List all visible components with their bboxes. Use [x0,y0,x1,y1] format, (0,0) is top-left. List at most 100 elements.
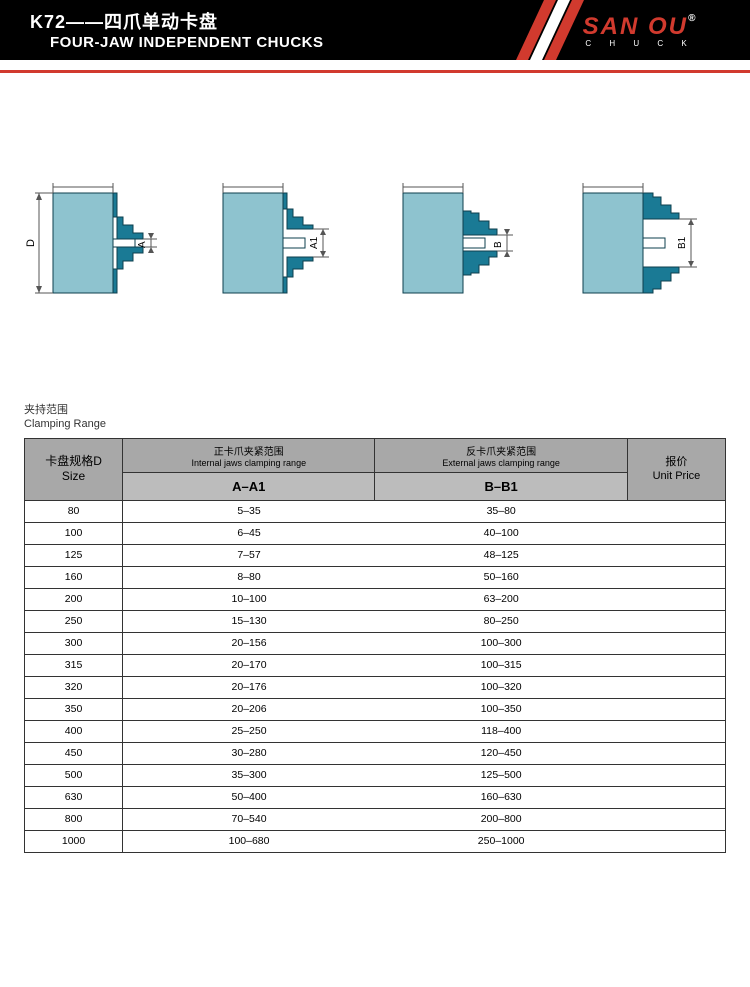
cell-size: 100 [25,522,123,544]
section-cn: 夹持范围 [24,403,750,417]
cell-a: 30–280 [123,742,375,764]
cell-size: 1000 [25,830,123,852]
cell-a: 15–130 [123,610,375,632]
cell-price [627,610,725,632]
dim-d: D [25,239,37,247]
table-row: 30020–156100–300 [25,632,726,654]
size-en: Size [62,469,85,483]
cell-a: 20–156 [123,632,375,654]
cell-b: 160–630 [375,786,627,808]
cell-price [627,742,725,764]
brand-block: SAN OU® C H U C K [530,0,750,60]
cell-a: 7–57 [123,544,375,566]
cell-b: 63–200 [375,588,627,610]
cell-b: 100–350 [375,698,627,720]
cell-price [627,566,725,588]
table-row: 40025–250118–400 [25,720,726,742]
cell-size: 300 [25,632,123,654]
cell-b: 200–800 [375,808,627,830]
th-internal: 正卡爪夹紧范围 Internal jaws clamping range [123,438,375,472]
table-row: 1608–8050–160 [25,566,726,588]
cell-b: 100–315 [375,654,627,676]
cell-size: 125 [25,544,123,566]
price-cn: 报价 [665,456,687,468]
external-cn: 反卡爪夹紧范围 [381,443,620,458]
cell-size: 450 [25,742,123,764]
cell-b: 118–400 [375,720,627,742]
cell-a: 6–45 [123,522,375,544]
diagram-row: D A A1 [0,73,750,373]
cell-size: 200 [25,588,123,610]
cell-a: 20–206 [123,698,375,720]
cell-price [627,654,725,676]
cell-a: 10–100 [123,588,375,610]
cell-a: 20–170 [123,654,375,676]
table-row: 805–3535–80 [25,500,726,522]
dim-b1: B1 [677,236,688,249]
table-row: 25015–13080–250 [25,610,726,632]
section-en: Clamping Range [24,417,750,431]
cell-size: 160 [25,566,123,588]
title-en: FOUR-JAW INDEPENDENT CHUCKS [50,34,324,51]
table-row: 1257–5748–125 [25,544,726,566]
cell-b: 48–125 [375,544,627,566]
cell-b: 80–250 [375,610,627,632]
section-label: 夹持范围 Clamping Range [24,403,750,432]
price-en: Unit Price [653,470,701,482]
th-external: 反卡爪夹紧范围 External jaws clamping range [375,438,627,472]
th-size: 卡盘规格D Size [25,438,123,500]
header-title-block: K72——四爪单动卡盘 FOUR-JAW INDEPENDENT CHUCKS [30,8,324,51]
cell-size: 800 [25,808,123,830]
brand-name: SAN OU® [583,13,698,41]
table-row: 32020–176100–320 [25,676,726,698]
cell-b: 125–500 [375,764,627,786]
diagram-a1: A1 [205,173,365,313]
cell-b: 100–320 [375,676,627,698]
table-row: 1006–4540–100 [25,522,726,544]
table-row: 31520–170100–315 [25,654,726,676]
dim-a1: A1 [309,236,320,249]
cell-b: 250–1000 [375,830,627,852]
cell-b: 50–160 [375,566,627,588]
cell-b: 35–80 [375,500,627,522]
internal-en: Internal jaws clamping range [129,458,368,468]
table-row: 63050–400160–630 [25,786,726,808]
cell-price [627,786,725,808]
brand-text: SAN OU [583,13,688,40]
cell-a: 50–400 [123,786,375,808]
cell-price [627,720,725,742]
cell-price [627,500,725,522]
table-row: 80070–540200–800 [25,808,726,830]
table-row: 50035–300125–500 [25,764,726,786]
brand-subtext: C H U C K [585,39,694,48]
page-header: K72——四爪单动卡盘 FOUR-JAW INDEPENDENT CHUCKS … [0,0,750,60]
cell-a: 8–80 [123,566,375,588]
table-body: 805–3535–801006–4540–1001257–5748–125160… [25,500,726,852]
cell-size: 320 [25,676,123,698]
cell-b: 40–100 [375,522,627,544]
cell-size: 400 [25,720,123,742]
cell-price [627,632,725,654]
cell-size: 350 [25,698,123,720]
dim-b: B [493,241,504,248]
cell-b: 120–450 [375,742,627,764]
clamping-table: 卡盘规格D Size 正卡爪夹紧范围 Internal jaws clampin… [24,438,726,853]
cell-price [627,588,725,610]
cell-price [627,698,725,720]
dim-a: A [137,241,148,248]
cell-a: 35–300 [123,764,375,786]
cell-a: 25–250 [123,720,375,742]
diagram-b1: B1 [565,173,725,313]
cell-size: 500 [25,764,123,786]
th-col-a: A–A1 [123,472,375,500]
diagram-b: B [385,173,545,313]
cell-price [627,830,725,852]
table-row: 1000100–680250–1000 [25,830,726,852]
th-price: 报价 Unit Price [627,438,725,500]
cell-b: 100–300 [375,632,627,654]
cell-a: 100–680 [123,830,375,852]
cell-size: 630 [25,786,123,808]
diagram-a: D A [25,173,185,313]
cell-price [627,808,725,830]
internal-cn: 正卡爪夹紧范围 [129,443,368,458]
